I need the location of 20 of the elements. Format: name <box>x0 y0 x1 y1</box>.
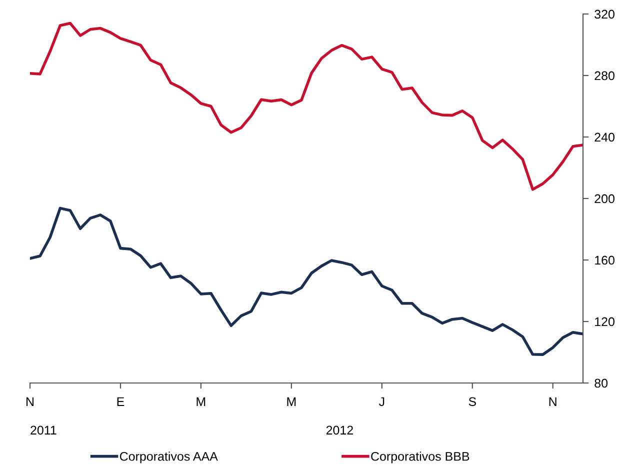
line-series <box>30 22 583 191</box>
y-tick-label: 280 <box>594 71 614 80</box>
y-tick-label: 200 <box>594 194 614 204</box>
y-tick-label: 80 <box>594 378 608 388</box>
y-tick-label: 120 <box>595 317 614 326</box>
y-tick-label: 320 <box>594 10 614 19</box>
legend-label: Corporativos AAA <box>120 452 218 464</box>
x-tick-label: N <box>549 397 556 406</box>
text: 2011 <box>30 426 56 435</box>
y-tick-label: 240 <box>594 132 614 142</box>
legend-label: Corporativos BBB <box>371 452 470 464</box>
x-tick-label: E <box>117 397 124 406</box>
x-tick-label: S <box>468 397 476 406</box>
x-tick-label: J <box>378 397 384 406</box>
x-tick-label: M <box>196 397 206 406</box>
x-tick-label: N <box>26 397 34 406</box>
text: 2012 <box>326 426 353 435</box>
y-tick-label: 160 <box>595 256 614 265</box>
line-series <box>30 206 583 356</box>
x-tick-label: M <box>287 397 296 406</box>
